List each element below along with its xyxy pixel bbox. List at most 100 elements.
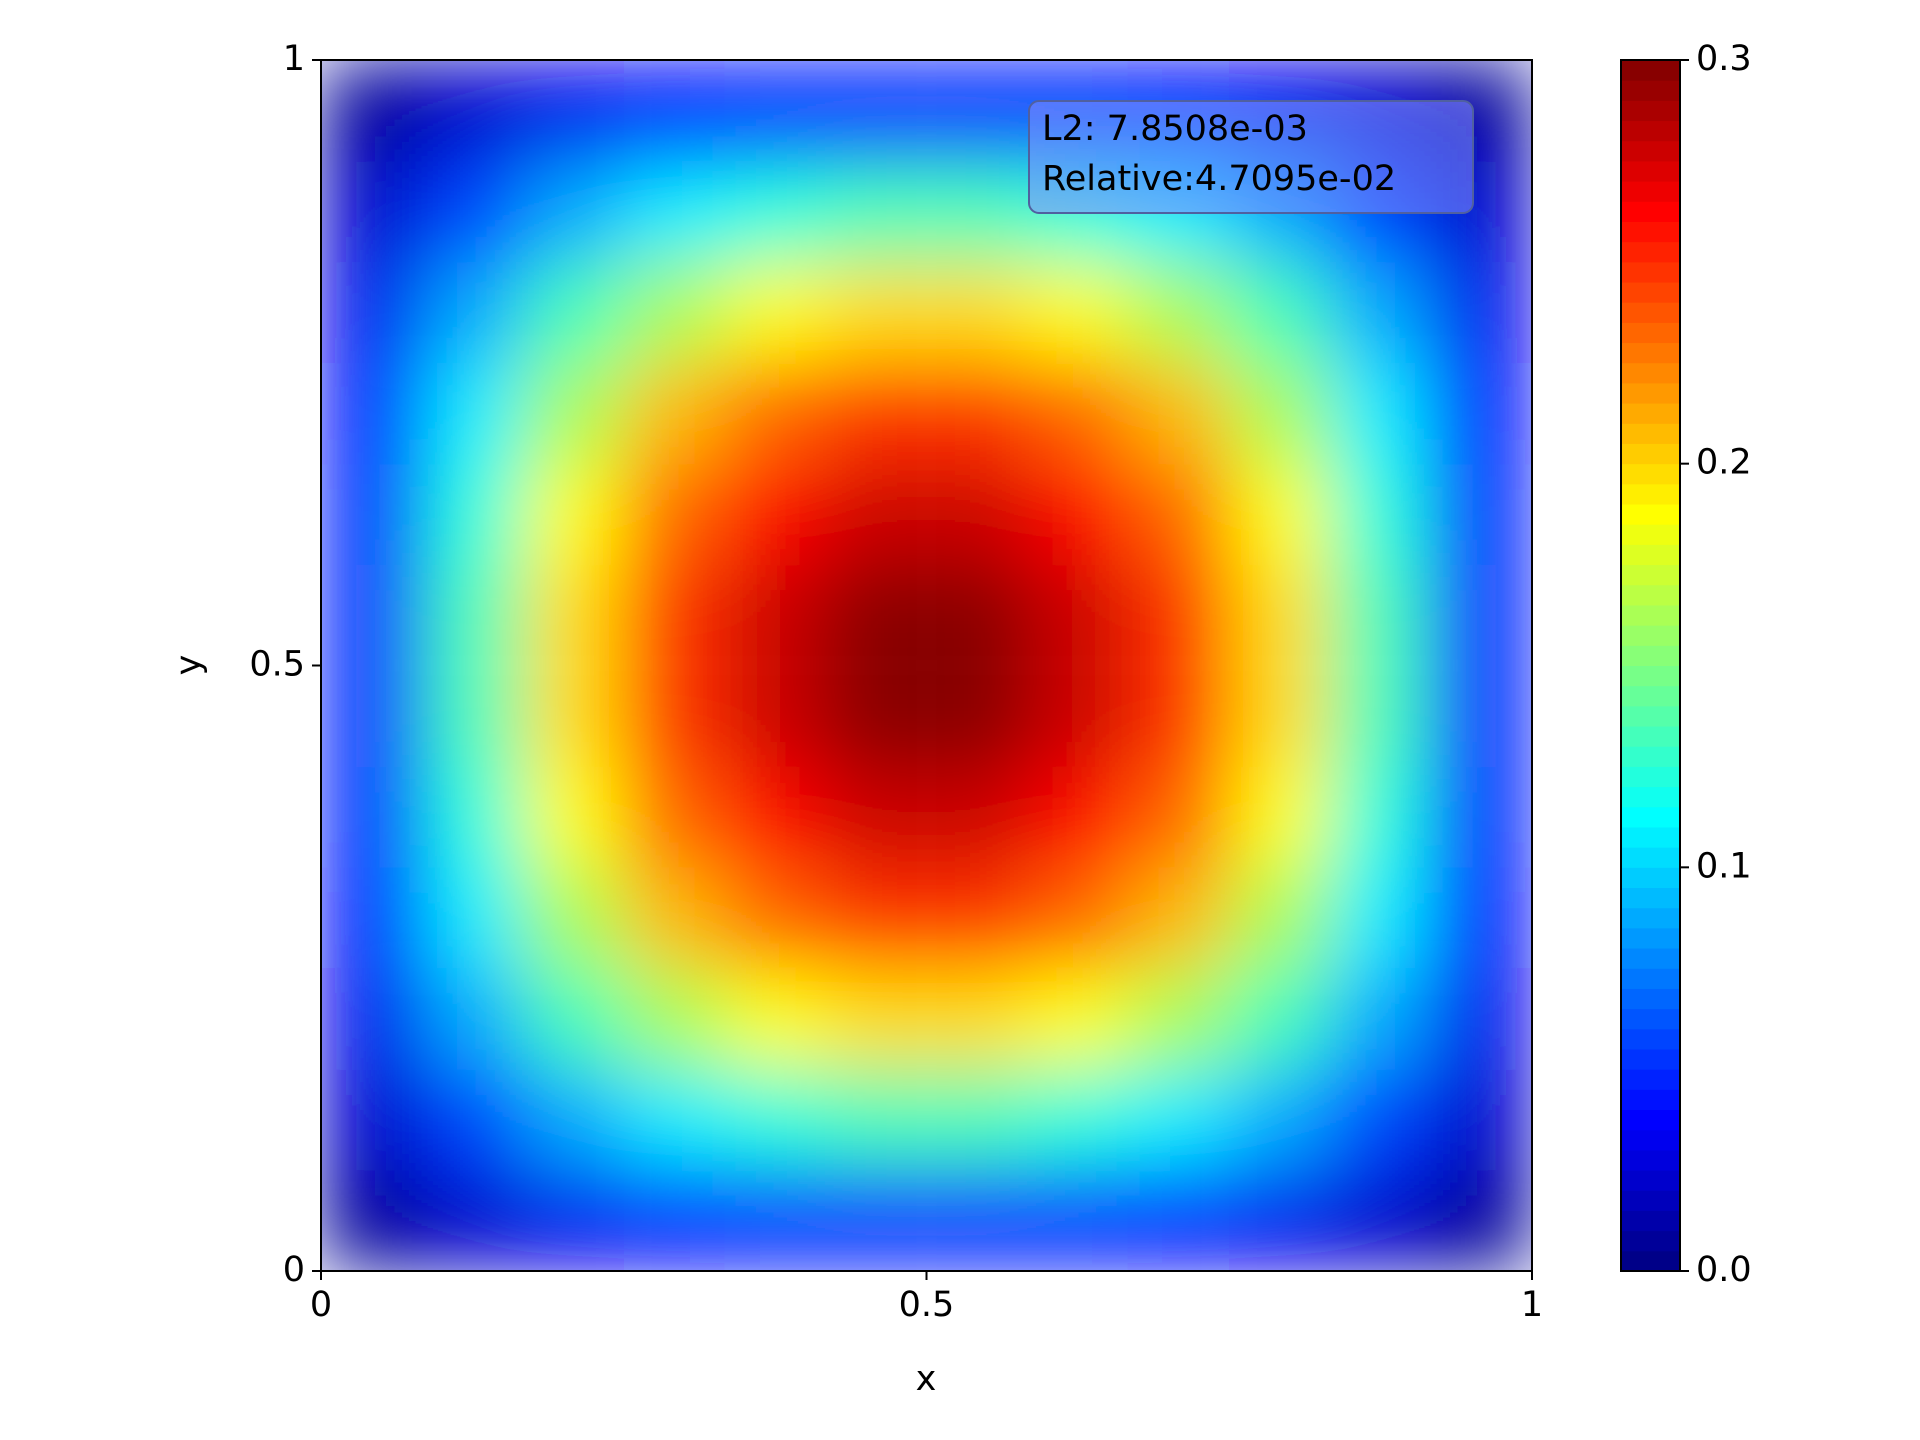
field-cell [1127, 463, 1230, 565]
colorbar-level [1621, 504, 1680, 525]
field-cell [421, 1068, 524, 1171]
field-cell [1329, 563, 1432, 666]
colorbar-level [1621, 100, 1680, 122]
field-cell [1127, 362, 1230, 465]
colorbar-level [1621, 968, 1680, 989]
field-cell [1229, 866, 1331, 969]
colorbar-level [1621, 1008, 1680, 1030]
colorbar-level [1621, 443, 1680, 465]
field-cell [1127, 866, 1230, 969]
field-cell [522, 362, 624, 465]
field-cell [421, 766, 524, 868]
colorbar-level [1621, 685, 1680, 707]
field-cell [1127, 1169, 1230, 1271]
colorbar-level [1621, 160, 1680, 182]
field-cell [321, 563, 423, 666]
colorbar-level [1621, 1230, 1680, 1252]
field-cell [1229, 463, 1331, 565]
field-cell [724, 463, 826, 565]
colorbar-level [1621, 241, 1680, 263]
field-cell [926, 60, 1029, 162]
colorbar-level [1621, 221, 1680, 243]
field-cell [623, 1068, 726, 1171]
field-cell [421, 665, 524, 768]
colorbar-level [1621, 483, 1680, 505]
field-cell [724, 563, 826, 666]
field-cell [926, 1068, 1029, 1171]
field-cell [926, 261, 1029, 363]
field-cell [421, 362, 524, 465]
annotation: Relative:4.7095e-02 [1042, 159, 1396, 199]
field-cell [926, 866, 1029, 969]
field-cell [321, 463, 423, 565]
colorbar-level [1621, 867, 1680, 889]
colorbar-level [1621, 1170, 1680, 1191]
colorbar-level [1621, 342, 1680, 364]
field-cell [1127, 563, 1230, 666]
field-cell [522, 563, 624, 666]
field-cell [1127, 261, 1230, 363]
field-cell [1329, 1169, 1432, 1271]
colorbar-level [1621, 645, 1680, 666]
y-tick-label: 1 [283, 39, 305, 79]
colorbar-tick-label: 0.0 [1696, 1250, 1752, 1290]
field-cell [1430, 463, 1532, 565]
field-cell [1127, 1068, 1230, 1171]
field-cell [1027, 665, 1129, 768]
colorbar-level [1621, 60, 1680, 81]
colorbar-level [1621, 120, 1680, 142]
field-cell [724, 362, 826, 465]
field-cell [623, 968, 726, 1070]
x-tick-label: 1 [1521, 1285, 1543, 1325]
colorbar-level [1621, 1028, 1680, 1050]
field-cell [421, 463, 524, 565]
colorbar-level [1621, 927, 1680, 949]
colorbar-tick-label: 0.1 [1696, 846, 1752, 886]
field-cell [522, 60, 624, 162]
field-cell [1329, 766, 1432, 868]
field-cell [1027, 261, 1129, 363]
colorbar-level [1621, 705, 1680, 727]
colorbar-level [1621, 282, 1680, 303]
field-cell [421, 160, 524, 263]
field-cell [1127, 665, 1230, 768]
colorbar-level [1621, 907, 1680, 929]
field-cell [1329, 362, 1432, 465]
field-cell [522, 1068, 624, 1171]
field-cell [421, 1169, 524, 1271]
colorbar-level [1621, 181, 1680, 202]
field-cell [623, 563, 726, 666]
field-cell [623, 665, 726, 768]
field-cell [926, 563, 1029, 666]
colorbar-level [1621, 423, 1680, 444]
annotation-box [1028, 100, 1474, 214]
field-cell [421, 60, 524, 162]
field-cell [1229, 261, 1331, 363]
field-cell [824, 866, 927, 969]
field-cell [321, 60, 423, 162]
colorbar-level [1621, 1089, 1680, 1111]
field-cell [724, 665, 826, 768]
y-tick-label: 0 [283, 1250, 305, 1290]
field-cell [421, 563, 524, 666]
colorbar-level [1621, 302, 1680, 323]
x-axis-label: x [916, 1359, 937, 1399]
field-cell [824, 261, 927, 363]
colorbar-tick-label: 0.3 [1696, 39, 1752, 79]
colorbar-level [1621, 847, 1680, 868]
colorbar-level [1621, 1109, 1680, 1131]
field-cell [1027, 563, 1129, 666]
field-clip [321, 60, 1532, 1271]
field-cell [1430, 766, 1532, 868]
field-cell [522, 968, 624, 1070]
field-cell [1430, 1169, 1532, 1271]
colorbar-level [1621, 403, 1680, 424]
colorbar-tick-label: 0.2 [1696, 443, 1752, 483]
colorbar-level [1621, 201, 1680, 222]
field-cell [1027, 766, 1129, 868]
colorbar-level [1621, 140, 1680, 162]
field-cell [522, 766, 624, 868]
colorbar-level [1621, 826, 1680, 848]
field-cell [421, 866, 524, 969]
